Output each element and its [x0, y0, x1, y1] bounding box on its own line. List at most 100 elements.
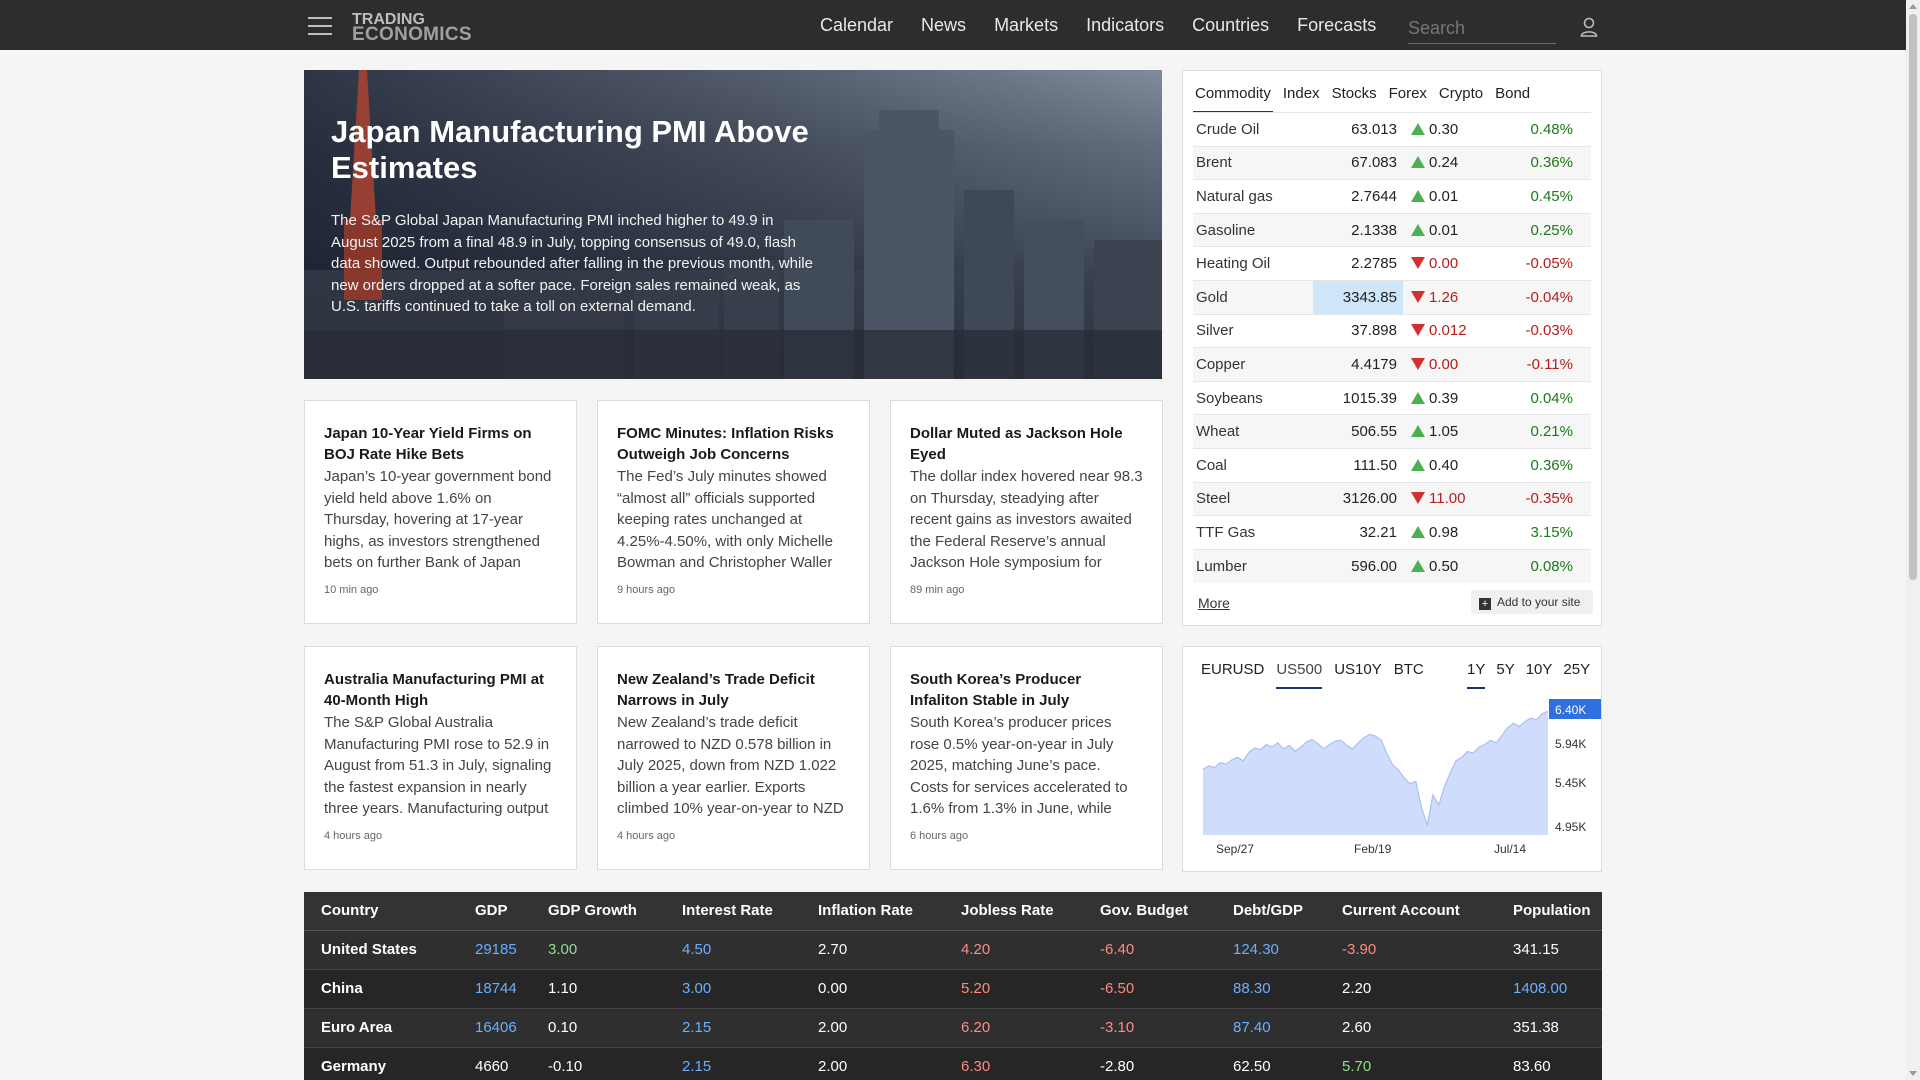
- more-link[interactable]: More: [1198, 595, 1230, 611]
- table-row[interactable]: United States 29185 3.00 4.50 2.70 4.20 -6.40 1…: [304, 929, 1602, 969]
- commodity-price: 32.21: [1313, 515, 1403, 550]
- table-cell: -6.40: [1100, 929, 1233, 969]
- commodity-row[interactable]: Silver 37.898 0.012 -0.03%: [1193, 313, 1591, 348]
- hero-article[interactable]: Japan Manufacturing PMI Above Estimates …: [304, 70, 1162, 379]
- news-title[interactable]: Australia Manufacturing PMI at 40-Month …: [324, 671, 545, 709]
- tab-crypto[interactable]: Crypto: [1438, 85, 1484, 102]
- tab-bond[interactable]: Bond: [1495, 85, 1531, 102]
- commodity-name[interactable]: Silver: [1193, 313, 1313, 348]
- commodity-price: 3343.85: [1313, 279, 1403, 315]
- tab-forex[interactable]: Forex: [1388, 85, 1427, 102]
- arrow-down-icon: [1411, 492, 1425, 505]
- hero-body: The S&P Global Japan Manufacturing PMI i…: [331, 212, 813, 315]
- scroll-up-icon[interactable]: [1909, 4, 1917, 9]
- news-card[interactable]: South Korea’s Producer Infaliton Stable …: [890, 646, 1163, 870]
- scroll-down-icon[interactable]: [1909, 1071, 1917, 1076]
- commodity-name[interactable]: Copper: [1193, 347, 1313, 382]
- news-card[interactable]: Japan 10-Year Yield Firms on BOJ Rate Hi…: [304, 400, 577, 624]
- commodity-name[interactable]: Gold: [1193, 279, 1313, 315]
- commodity-name[interactable]: Brent: [1193, 145, 1313, 180]
- tab-index[interactable]: Index: [1282, 85, 1320, 102]
- nav-markets[interactable]: Markets: [994, 14, 1059, 35]
- table-cell: 83.60: [1513, 1046, 1602, 1080]
- commodity-change: 0.24: [1403, 145, 1503, 180]
- news-title[interactable]: Dollar Muted as Jackson Hole Eyed: [910, 425, 1123, 463]
- news-title[interactable]: FOMC Minutes: Inflation Risks Outweigh J…: [617, 425, 834, 463]
- page-scrollbar[interactable]: [1906, 0, 1920, 1080]
- commodity-row[interactable]: Heating Oil 2.2785 0.00 -0.05%: [1193, 246, 1591, 281]
- commodity-row[interactable]: Gasoline 2.1338 0.01 0.25%: [1193, 212, 1591, 247]
- nav-calendar[interactable]: Calendar: [820, 14, 894, 35]
- range-5y[interactable]: 5Y: [1496, 661, 1515, 678]
- commodity-name[interactable]: Lumber: [1193, 548, 1313, 583]
- arrow-down-icon: [1411, 324, 1425, 337]
- add-to-site-button[interactable]: + Add to your site: [1471, 590, 1593, 614]
- commodity-change: 0.39: [1403, 380, 1503, 415]
- commodity-row[interactable]: Crude Oil 63.013 0.30 0.48%: [1193, 112, 1591, 147]
- us500-chart[interactable]: 5.94K 5.45K 4.95K 6.40K Sep/27 Feb/19 Jul/14: [1183, 647, 1603, 873]
- scroll-thumb[interactable]: [1909, 14, 1917, 580]
- commodity-name[interactable]: Heating Oil: [1193, 246, 1313, 281]
- news-time: 89 min ago: [910, 584, 965, 596]
- commodity-row[interactable]: Soybeans 1015.39 0.39 0.04%: [1193, 380, 1591, 415]
- country-name[interactable]: Euro Area: [304, 1007, 475, 1047]
- user-icon[interactable]: [1580, 17, 1598, 37]
- news-title[interactable]: New Zealand’s Trade Deficit Narrows in J…: [617, 671, 815, 709]
- search-input[interactable]: [1408, 14, 1556, 44]
- tab-commodity[interactable]: Commodity: [1193, 85, 1273, 113]
- country-name[interactable]: China: [304, 968, 475, 1008]
- commodity-row[interactable]: Wheat 506.55 1.05 0.21%: [1193, 414, 1591, 449]
- nav-forecasts[interactable]: Forecasts: [1297, 14, 1377, 35]
- commodity-row[interactable]: Coal 111.50 0.40 0.36%: [1193, 447, 1591, 483]
- news-card[interactable]: Australia Manufacturing PMI at 40-Month …: [304, 646, 577, 870]
- commodity-row[interactable]: Copper 4.4179 0.00 -0.11%: [1193, 347, 1591, 382]
- commodity-price: 2.1338: [1313, 212, 1403, 247]
- commodity-name[interactable]: Coal: [1193, 447, 1313, 483]
- commodity-change-value: 11.00: [1429, 490, 1466, 508]
- nav-indicators[interactable]: Indicators: [1086, 14, 1165, 35]
- markets-panel: Commodity Index Stocks Forex Crypto Bond…: [1182, 70, 1602, 626]
- commodity-row[interactable]: Steel 3126.00 11.00 -0.35%: [1193, 481, 1591, 516]
- commodity-name[interactable]: Steel: [1193, 481, 1313, 516]
- news-card[interactable]: FOMC Minutes: Inflation Risks Outweigh J…: [597, 400, 870, 624]
- table-row[interactable]: Euro Area 16406 0.10 2.15 2.00 6.20 -3.10 87.40…: [304, 1007, 1602, 1047]
- table-cell: 2.15: [682, 1007, 818, 1047]
- country-name[interactable]: United States: [304, 929, 475, 969]
- range-25y[interactable]: 25Y: [1563, 661, 1591, 678]
- commodity-name[interactable]: Gasoline: [1193, 212, 1313, 247]
- table-row[interactable]: Germany 4660 -0.10 2.15 2.00 6.30 -2.80 62.50 5.…: [304, 1046, 1602, 1080]
- commodity-row[interactable]: Natural gas 2.7644 0.01 0.45%: [1193, 179, 1591, 214]
- range-1y[interactable]: 1Y: [1467, 661, 1486, 689]
- news-card[interactable]: Dollar Muted as Jackson Hole Eyed The do…: [890, 400, 1163, 624]
- commodity-row[interactable]: Gold 3343.85 1.26 -0.04%: [1193, 279, 1591, 315]
- table-cell: -6.50: [1100, 968, 1233, 1008]
- range-10y[interactable]: 10Y: [1525, 661, 1553, 678]
- tab-us500[interactable]: US500: [1276, 661, 1323, 689]
- commodity-name[interactable]: Crude Oil: [1193, 112, 1313, 147]
- news-body: New Zealand’s trade deficit narrowed to …: [617, 714, 844, 817]
- tab-eurusd[interactable]: EURUSD: [1201, 661, 1265, 678]
- tab-us10y[interactable]: US10Y: [1334, 661, 1382, 678]
- tab-btc[interactable]: BTC: [1393, 661, 1424, 678]
- nav-countries[interactable]: Countries: [1192, 14, 1270, 35]
- news-title[interactable]: Japan 10-Year Yield Firms on BOJ Rate Hi…: [324, 425, 532, 463]
- commodity-price: 111.50: [1313, 447, 1403, 483]
- commodity-row[interactable]: Lumber 596.00 0.50 0.08%: [1193, 548, 1591, 583]
- menu-icon[interactable]: [308, 17, 332, 35]
- logo[interactable]: TRADING ECONOMICS: [352, 12, 472, 45]
- table-row[interactable]: China 18744 1.10 3.00 0.00 5.20 -6.50 88.30 2.20…: [304, 968, 1602, 1008]
- commodity-price: 1015.39: [1313, 380, 1403, 415]
- commodity-row[interactable]: Brent 67.083 0.24 0.36%: [1193, 145, 1591, 180]
- commodity-name[interactable]: Wheat: [1193, 414, 1313, 449]
- commodity-name[interactable]: TTF Gas: [1193, 515, 1313, 550]
- commodity-row[interactable]: TTF Gas 32.21 0.98 3.15%: [1193, 515, 1591, 550]
- tab-stocks[interactable]: Stocks: [1331, 85, 1377, 102]
- news-card[interactable]: New Zealand’s Trade Deficit Narrows in J…: [597, 646, 870, 870]
- nav-news[interactable]: News: [921, 14, 967, 35]
- commodity-name[interactable]: Natural gas: [1193, 179, 1313, 214]
- hero-title[interactable]: Japan Manufacturing PMI Above Estimates: [331, 114, 809, 185]
- commodity-name[interactable]: Soybeans: [1193, 380, 1313, 415]
- country-name[interactable]: Germany: [304, 1046, 475, 1080]
- news-title[interactable]: South Korea’s Producer Infaliton Stable …: [910, 671, 1082, 709]
- chart-ticker-tabs: EURUSD US500 US10Y BTC: [1201, 661, 1436, 689]
